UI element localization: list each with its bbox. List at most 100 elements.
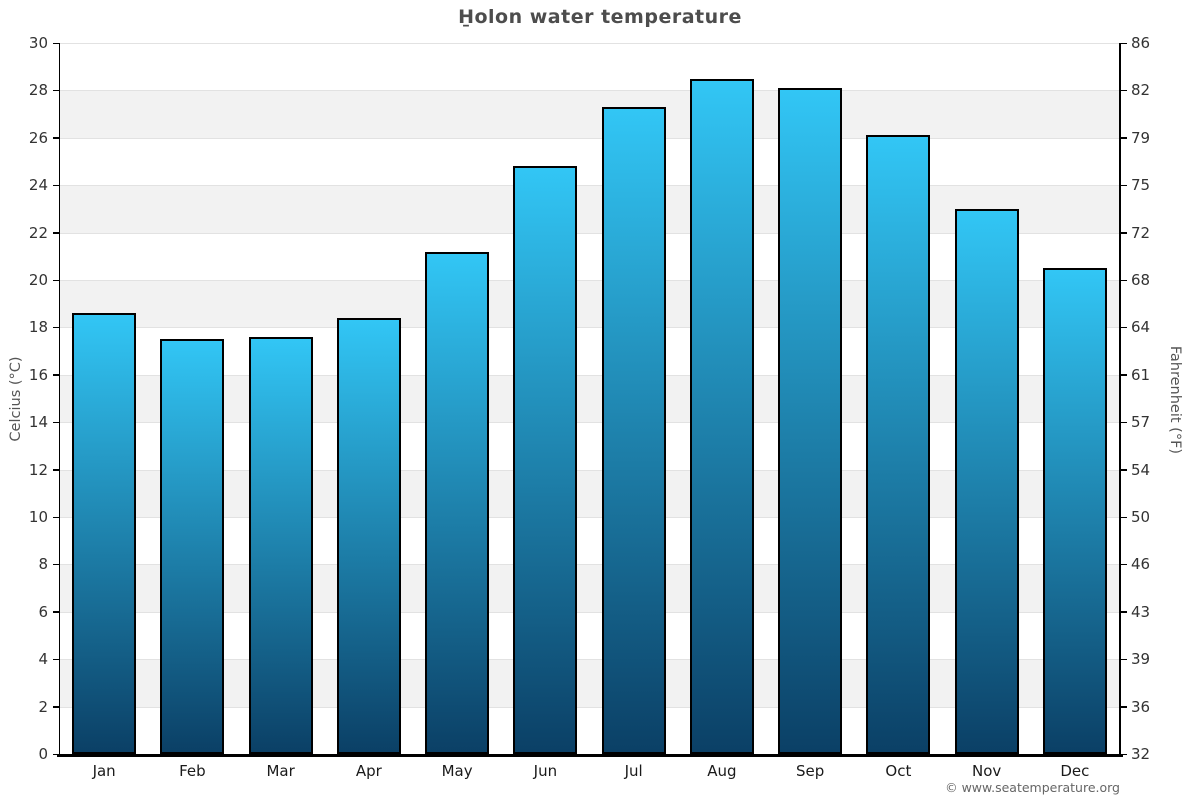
y-axis-label-fahrenheit: 50	[1131, 508, 1151, 526]
y-axis-tick-left	[53, 563, 59, 566]
y-axis-tick-right	[1121, 184, 1127, 187]
y-axis-tick-right	[1121, 89, 1127, 92]
bar-nov[interactable]	[954, 208, 1019, 754]
y-axis-label-celsius: 12	[28, 460, 48, 479]
background-band	[60, 422, 1119, 470]
y-axis-label-celsius: 16	[28, 365, 48, 384]
y-axis-tick-left	[53, 137, 59, 139]
background-band	[60, 611, 1119, 660]
y-axis-label-fahrenheit: 64	[1131, 318, 1151, 337]
y-axis-tick-right	[1121, 469, 1127, 471]
bar-mar[interactable]	[248, 336, 313, 754]
background-band	[60, 564, 1119, 612]
bar-jan[interactable]	[72, 313, 137, 754]
background-band	[60, 374, 1119, 423]
y-axis-label-celsius: 18	[28, 318, 48, 337]
y-axis-tick-right	[1121, 279, 1127, 281]
x-axis-label-apr: Apr	[355, 762, 382, 780]
y-axis-line-left	[58, 43, 60, 754]
background-band	[60, 232, 1119, 280]
bar-feb[interactable]	[160, 339, 225, 754]
y-axis-tick-left	[53, 469, 59, 471]
background-band	[60, 517, 1119, 565]
y-axis-label-celsius: 8	[38, 555, 48, 574]
gridline	[60, 469, 1119, 471]
bar-sep[interactable]	[778, 88, 843, 754]
x-axis-label-jun: Jun	[533, 762, 558, 780]
y-axis-title-right: Fahrenheit (°F)	[1167, 345, 1183, 455]
y-axis-tick-right	[1121, 658, 1127, 661]
y-axis-tick-right	[1121, 137, 1127, 139]
y-axis-tick-right	[1121, 232, 1127, 234]
background-band	[60, 43, 1119, 91]
y-axis-tick-right	[1121, 706, 1127, 708]
y-axis-tick-left	[53, 326, 59, 329]
x-axis-label-nov: Nov	[971, 762, 1002, 780]
gridline	[60, 517, 1119, 518]
gridline	[60, 232, 1119, 234]
background-band	[60, 327, 1119, 375]
bar-may[interactable]	[425, 251, 490, 754]
bar-jul[interactable]	[601, 106, 666, 754]
y-axis-tick-right	[1121, 611, 1127, 613]
y-axis-tick-right	[1121, 42, 1127, 44]
y-axis-label-celsius: 10	[28, 508, 48, 526]
y-axis-tick-left	[53, 42, 59, 44]
x-axis-label-may: May	[441, 762, 473, 780]
y-axis-tick-left	[53, 611, 59, 613]
x-axis-label-oct: Oct	[885, 762, 912, 780]
y-axis-line-right	[1119, 43, 1121, 754]
chart-title: H̱olon water temperature	[458, 6, 742, 28]
y-axis-label-celsius: 2	[38, 697, 48, 716]
bar-apr[interactable]	[336, 317, 401, 754]
x-axis-label-dec: Dec	[1060, 762, 1090, 780]
y-axis-label-celsius: 14	[28, 413, 48, 432]
bar-dec[interactable]	[1042, 268, 1107, 754]
y-axis-label-fahrenheit: 68	[1131, 271, 1151, 289]
y-axis-label-celsius: 30	[28, 34, 48, 52]
y-axis-label-celsius: 24	[28, 176, 48, 195]
y-axis-label-celsius: 28	[28, 81, 48, 100]
x-axis-label-jan: Jan	[92, 762, 116, 780]
y-axis-tick-left	[53, 279, 59, 281]
y-axis-label-celsius: 4	[38, 650, 48, 669]
x-axis-label-feb: Feb	[179, 762, 206, 780]
bar-oct[interactable]	[866, 135, 931, 754]
gridline	[60, 374, 1119, 376]
gridline	[60, 611, 1119, 613]
background-band	[60, 185, 1119, 233]
background-band	[60, 137, 1119, 186]
x-axis-line	[57, 754, 1123, 757]
gridline	[60, 90, 1119, 92]
y-axis-label-fahrenheit: 32	[1131, 745, 1151, 763]
y-axis-tick-left	[53, 516, 59, 518]
gridline	[60, 327, 1119, 329]
background-band	[60, 90, 1119, 138]
y-axis-label-fahrenheit: 57	[1131, 413, 1151, 432]
y-axis-tick-left	[53, 232, 59, 234]
background-band	[60, 469, 1119, 517]
plot-area	[60, 43, 1119, 754]
bar-jun[interactable]	[513, 166, 578, 754]
bar-aug[interactable]	[689, 78, 754, 754]
y-axis-tick-right	[1121, 753, 1127, 755]
y-axis-label-fahrenheit: 86	[1131, 34, 1151, 52]
y-axis-tick-left	[53, 658, 59, 661]
gridline	[60, 422, 1119, 424]
background-band	[60, 280, 1119, 328]
y-axis-tick-right	[1121, 326, 1127, 329]
y-axis-tick-left	[53, 184, 59, 187]
y-axis-label-fahrenheit: 54	[1131, 460, 1151, 479]
attribution-link[interactable]: © www.seatemperature.org	[945, 780, 1120, 795]
gridline	[60, 137, 1119, 139]
y-axis-tick-right	[1121, 421, 1127, 424]
y-axis-label-fahrenheit: 79	[1131, 128, 1151, 147]
background-band	[60, 706, 1119, 754]
y-axis-label-fahrenheit: 39	[1131, 650, 1151, 669]
y-axis-label-fahrenheit: 43	[1131, 602, 1151, 621]
y-axis-label-fahrenheit: 46	[1131, 555, 1151, 574]
y-axis-tick-left	[53, 753, 59, 755]
gridline	[60, 564, 1119, 566]
y-axis-label-fahrenheit: 36	[1131, 697, 1151, 716]
